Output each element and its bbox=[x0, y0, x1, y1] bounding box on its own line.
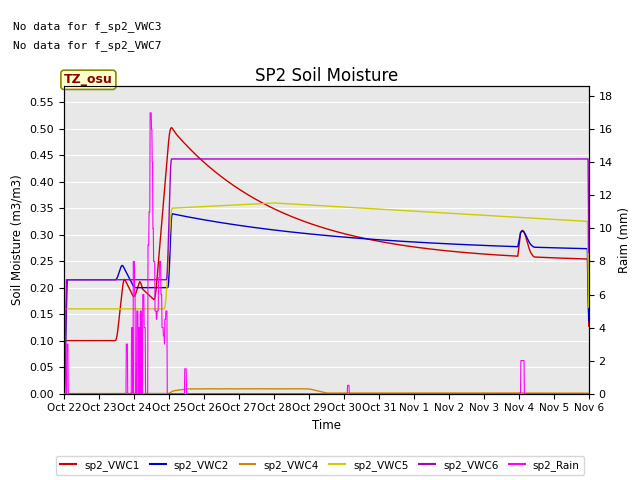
Title: SP2 Soil Moisture: SP2 Soil Moisture bbox=[255, 67, 398, 85]
Y-axis label: Soil Moisture (m3/m3): Soil Moisture (m3/m3) bbox=[11, 175, 24, 305]
Text: TZ_osu: TZ_osu bbox=[64, 73, 113, 86]
Text: No data for f_sp2_VWC3: No data for f_sp2_VWC3 bbox=[13, 21, 161, 32]
Y-axis label: Raim (mm): Raim (mm) bbox=[618, 207, 631, 273]
X-axis label: Time: Time bbox=[312, 419, 341, 432]
Legend: sp2_VWC1, sp2_VWC2, sp2_VWC4, sp2_VWC5, sp2_VWC6, sp2_Rain: sp2_VWC1, sp2_VWC2, sp2_VWC4, sp2_VWC5, … bbox=[56, 456, 584, 475]
Text: No data for f_sp2_VWC7: No data for f_sp2_VWC7 bbox=[13, 40, 161, 51]
